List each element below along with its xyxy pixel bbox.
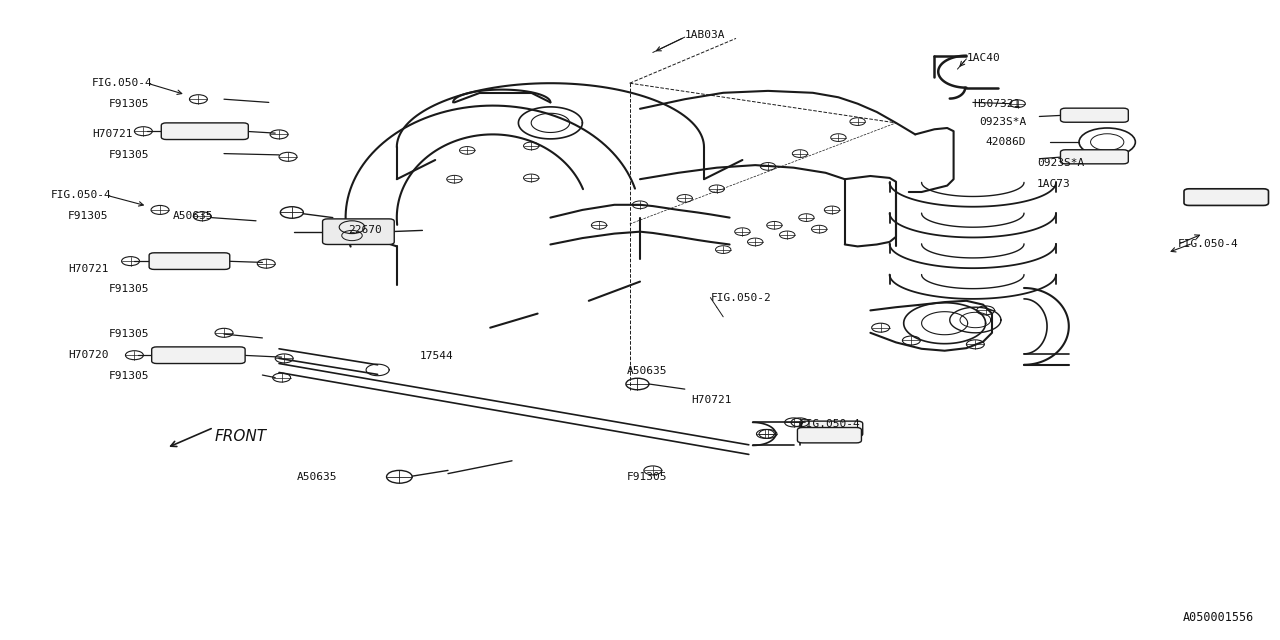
Text: A50635: A50635 bbox=[173, 211, 214, 221]
Text: F91305: F91305 bbox=[109, 329, 150, 339]
Text: 0923S*A: 0923S*A bbox=[1037, 158, 1084, 168]
Text: 17544: 17544 bbox=[420, 351, 453, 362]
Text: FIG.050-4: FIG.050-4 bbox=[800, 419, 860, 429]
FancyBboxPatch shape bbox=[1184, 189, 1268, 205]
Text: 0923S*A: 0923S*A bbox=[979, 116, 1027, 127]
Text: A50635: A50635 bbox=[297, 472, 338, 482]
Text: F91305: F91305 bbox=[109, 371, 150, 381]
Text: 1AB03A: 1AB03A bbox=[685, 30, 726, 40]
Text: 22670: 22670 bbox=[348, 225, 381, 236]
Text: F91305: F91305 bbox=[68, 211, 109, 221]
FancyBboxPatch shape bbox=[797, 428, 861, 443]
FancyBboxPatch shape bbox=[148, 253, 230, 269]
Text: H70721: H70721 bbox=[691, 395, 732, 405]
FancyBboxPatch shape bbox=[152, 347, 246, 364]
Text: FRONT: FRONT bbox=[215, 429, 268, 444]
Text: H70721: H70721 bbox=[68, 264, 109, 274]
Text: H70721: H70721 bbox=[92, 129, 133, 140]
FancyBboxPatch shape bbox=[161, 123, 248, 140]
Text: F91305: F91305 bbox=[109, 99, 150, 109]
Text: F91305: F91305 bbox=[627, 472, 668, 482]
Text: H70720: H70720 bbox=[68, 350, 109, 360]
Text: 42086D: 42086D bbox=[986, 137, 1027, 147]
Text: FIG.050-4: FIG.050-4 bbox=[1178, 239, 1238, 250]
FancyBboxPatch shape bbox=[1060, 150, 1129, 164]
Text: F91305: F91305 bbox=[109, 284, 150, 294]
Text: F91305: F91305 bbox=[109, 150, 150, 160]
Text: A50635: A50635 bbox=[627, 366, 668, 376]
FancyBboxPatch shape bbox=[801, 421, 863, 436]
Text: FIG.050-2: FIG.050-2 bbox=[710, 292, 771, 303]
Text: 1AC40: 1AC40 bbox=[966, 52, 1000, 63]
FancyBboxPatch shape bbox=[323, 219, 394, 244]
Text: FIG.050-4: FIG.050-4 bbox=[92, 78, 152, 88]
Text: 1AC73: 1AC73 bbox=[1037, 179, 1070, 189]
FancyBboxPatch shape bbox=[1060, 108, 1129, 122]
Text: H507321: H507321 bbox=[973, 99, 1020, 109]
Text: A050001556: A050001556 bbox=[1183, 611, 1254, 624]
Text: FIG.050-4: FIG.050-4 bbox=[51, 190, 111, 200]
